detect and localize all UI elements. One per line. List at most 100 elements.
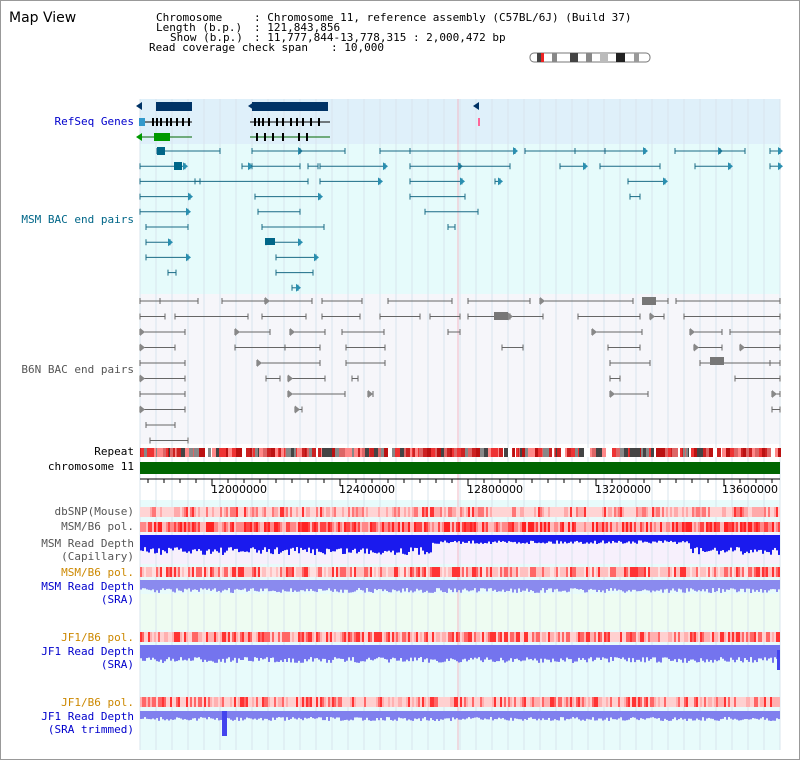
depth-bar: [580, 645, 582, 660]
track-label-jf1-b6-pol-1[interactable]: JF1/B6 pol.: [61, 631, 134, 644]
heat-cell: [622, 697, 624, 707]
heat-cell: [382, 567, 384, 577]
bac-end-arrow: [296, 283, 301, 292]
depth-bar: [446, 645, 448, 659]
heat-cell: [256, 507, 258, 517]
depth-bar: [200, 645, 202, 660]
depth-bar: [700, 645, 702, 659]
depth-bar: [514, 645, 516, 660]
depth-bar: [256, 535, 258, 553]
depth-bar: [470, 711, 472, 719]
track-label-msm-depth-cap[interactable]: MSM Read Depth: [41, 537, 134, 550]
depth-bar: [530, 535, 532, 541]
track-label-msm-depth-sra[interactable]: MSM Read Depth: [41, 580, 134, 593]
heat-cell: [306, 522, 308, 532]
heat-cell: [294, 697, 296, 707]
depth-bar: [724, 580, 726, 592]
track-label-msm-b6-pol-1[interactable]: MSM/B6 pol.: [61, 520, 134, 533]
depth-bar: [498, 711, 500, 718]
depth-bar: [184, 580, 186, 589]
heat-cell: [280, 507, 282, 517]
heat-cell: [492, 522, 494, 532]
depth-bar: [154, 711, 156, 720]
heat-cell: [300, 567, 302, 577]
track-label-jf1-depth-trim[interactable]: JF1 Read Depth: [41, 710, 134, 723]
depth-bar: [174, 645, 176, 662]
heat-cell: [492, 507, 494, 517]
heat-cell: [448, 507, 450, 517]
repeat-segment: [743, 448, 746, 457]
heat-cell: [620, 697, 622, 707]
track-label-msm-bac[interactable]: MSM BAC end pairs: [21, 213, 134, 226]
depth-bar: [734, 580, 736, 590]
heat-cell: [536, 697, 538, 707]
depth-bar: [522, 711, 524, 721]
heat-cell: [334, 507, 336, 517]
heat-cell: [406, 632, 408, 642]
depth-bar: [462, 580, 464, 590]
heat-cell: [160, 507, 162, 517]
repeat-segment: [156, 448, 157, 457]
depth-bar: [180, 711, 182, 719]
heat-cell: [404, 507, 406, 517]
track-label-refseq[interactable]: RefSeq Genes: [54, 115, 134, 128]
depth-bar: [218, 711, 220, 721]
depth-bar: [350, 580, 352, 593]
heat-cell: [342, 567, 344, 577]
depth-bar: [166, 535, 168, 554]
depth-bar: [688, 711, 690, 719]
heat-cell: [274, 567, 276, 577]
heat-cell: [526, 632, 528, 642]
track-label-dbsnp[interactable]: dbSNP(Mouse): [54, 505, 134, 518]
repeat-segment: [476, 448, 480, 457]
repeat-segment: [668, 448, 671, 457]
depth-bar: [606, 535, 608, 544]
heat-cell: [412, 522, 414, 532]
heat-cell: [650, 697, 652, 707]
heat-cell: [166, 632, 168, 642]
heat-cell: [742, 697, 744, 707]
heat-cell: [770, 697, 772, 707]
depth-bar: [442, 535, 444, 543]
heat-cell: [378, 522, 380, 532]
depth-bar: [358, 580, 360, 589]
depth-bar: [222, 535, 224, 555]
heat-cell: [622, 632, 624, 642]
track-label-b6n-bac[interactable]: B6N BAC end pairs: [21, 363, 134, 376]
heat-cell: [538, 507, 540, 517]
track-label-jf1-depth-sra[interactable]: JF1 Read Depth: [41, 645, 134, 658]
depth-bar: [312, 535, 314, 550]
heat-cell: [490, 567, 492, 577]
heat-cell: [768, 522, 770, 532]
repeat-segment: [252, 448, 253, 457]
heat-cell: [574, 567, 576, 577]
track-label-repeat[interactable]: Repeat: [94, 445, 134, 458]
heat-cell: [656, 697, 658, 707]
depth-bar: [282, 580, 284, 590]
heat-cell: [272, 567, 274, 577]
repeat-segment: [701, 448, 703, 457]
heat-cell: [534, 632, 536, 642]
heat-cell: [776, 632, 778, 642]
track-label-jf1-b6-pol-2[interactable]: JF1/B6 pol.: [61, 696, 134, 709]
depth-bar: [580, 535, 582, 542]
position-axis: [140, 478, 780, 486]
depth-bar: [524, 711, 526, 719]
depth-bar: [666, 645, 668, 658]
track-label-chromosome[interactable]: chromosome 11: [47, 460, 134, 473]
depth-bar: [640, 711, 642, 719]
heat-cell: [264, 507, 266, 517]
heat-cell: [756, 507, 758, 517]
depth-bar: [600, 711, 602, 719]
track-label-msm-b6-pol-2[interactable]: MSM/B6 pol.: [61, 566, 134, 579]
depth-bar: [508, 535, 510, 542]
heat-cell: [220, 697, 222, 707]
heat-cell: [518, 567, 520, 577]
heat-cell: [676, 507, 678, 517]
depth-bar: [246, 645, 248, 658]
depth-bar: [440, 711, 442, 720]
heat-cell: [584, 697, 586, 707]
repeat-segment: [444, 448, 447, 457]
depth-bar: [518, 711, 520, 720]
